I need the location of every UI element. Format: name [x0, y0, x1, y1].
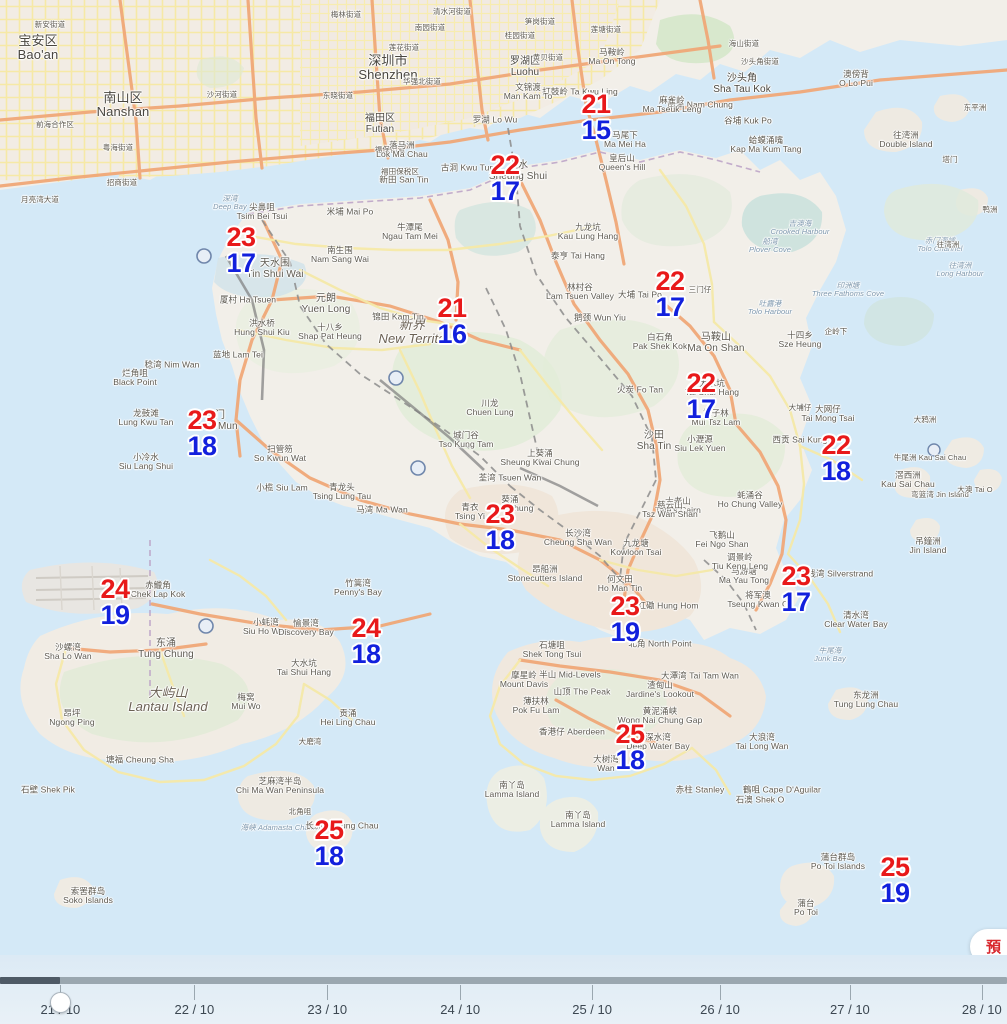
- temperature-high: 23: [226, 221, 256, 252]
- temperature-low: 18: [615, 745, 645, 775]
- slider-date-label[interactable]: 24 / 10: [440, 1002, 481, 1017]
- temperature-low: 19: [880, 878, 910, 908]
- temperature-high: 25: [314, 814, 344, 845]
- temperature-low: 18: [821, 456, 851, 486]
- temperature-marker-cheung-chau[interactable]: 25 18: [314, 814, 344, 871]
- temperature-marker-ho-man-tin[interactable]: 23 19: [610, 590, 640, 647]
- temperature-high: 24: [100, 573, 130, 604]
- temperature-low: 17: [686, 394, 716, 424]
- slider-tick: [592, 985, 594, 1000]
- temperature-high: 23: [781, 560, 811, 591]
- slider-tick: [327, 985, 329, 1000]
- temperature-low: 17: [655, 292, 685, 322]
- temperature-high: 25: [615, 718, 645, 749]
- temperature-marker-tai-po[interactable]: 22 17: [655, 265, 685, 322]
- slider-tick: [194, 985, 196, 1000]
- slider-date-label[interactable]: 27 / 10: [830, 1002, 870, 1017]
- temperature-high: 21: [581, 88, 611, 119]
- temperature-low: 16: [437, 319, 467, 349]
- slider-date-label[interactable]: 22 / 10: [174, 1002, 215, 1017]
- slider-date-label[interactable]: 26 / 10: [700, 1002, 740, 1017]
- forecast-pill-label: 預: [985, 939, 1001, 956]
- temperature-marker-deep-water-bay[interactable]: 25 18: [615, 718, 645, 775]
- temperature-high: 22: [821, 429, 851, 460]
- temperature-marker-discovery-bay[interactable]: 24 18: [351, 612, 381, 669]
- temperature-high: 22: [686, 367, 716, 398]
- temperature-marker-ma-on-shan[interactable]: 22 17: [686, 367, 716, 424]
- slider-track[interactable]: [0, 977, 1007, 984]
- temperature-low: 19: [610, 617, 640, 647]
- temperature-marker-tuen-mun[interactable]: 23 18: [187, 404, 217, 461]
- temperature-marker-clear-water[interactable]: 23 17: [781, 560, 811, 617]
- temperature-low: 17: [490, 176, 520, 206]
- temperature-low: 18: [187, 431, 217, 461]
- temperature-high: 23: [610, 590, 640, 621]
- temperature-marker-kam-tin[interactable]: 21 16: [437, 292, 467, 349]
- temperature-high: 24: [351, 612, 381, 643]
- temperature-low: 17: [781, 587, 811, 617]
- slider-tick: [720, 985, 721, 1000]
- temperature-low: 19: [100, 600, 130, 630]
- temperature-marker-sheung-shui[interactable]: 22 17: [490, 149, 520, 206]
- temperature-high: 23: [187, 404, 217, 435]
- slider-track-wrap[interactable]: [0, 977, 1007, 1013]
- temperature-high: 21: [437, 292, 467, 323]
- temperature-low: 15: [581, 115, 611, 145]
- temperature-marker-ta-kwu-ling[interactable]: 21 15: [581, 88, 611, 145]
- slider-tick: [849, 985, 851, 1000]
- slider-tick: [981, 985, 983, 1000]
- temperature-high: 23: [485, 498, 515, 529]
- temperature-marker-tin-shui-wai[interactable]: 23 17: [226, 221, 256, 278]
- temperature-low: 18: [485, 525, 515, 555]
- temperature-low: 18: [314, 841, 344, 871]
- temperature-low: 18: [351, 639, 381, 669]
- map-base-layer: [0, 0, 1007, 926]
- slider-date-label[interactable]: 23 / 10: [307, 1002, 348, 1017]
- temperature-marker-chek-lap-kok[interactable]: 24 19: [100, 573, 130, 630]
- temperature-marker-po-toi[interactable]: 25 19: [880, 851, 910, 908]
- temperature-high: 25: [880, 851, 910, 882]
- temperature-low: 17: [226, 248, 256, 278]
- temperature-high: 22: [655, 265, 685, 296]
- slider-track-fill: [0, 977, 61, 984]
- temperature-marker-sai-kung[interactable]: 22 18: [821, 429, 851, 486]
- temperature-marker-tsing-yi[interactable]: 23 18: [485, 498, 515, 555]
- slider-handle[interactable]: [49, 992, 71, 1013]
- map-canvas[interactable]: 宝安区 Bao'an 新安街道 南山区 Nanshan 前海合作区 粤海街道 招商街道 沙河街道…: [0, 0, 1007, 955]
- temperature-high: 22: [490, 149, 520, 180]
- slider-date-label[interactable]: 28 / 10: [961, 1002, 1002, 1017]
- slider-tick: [460, 985, 462, 1000]
- slider-date-label[interactable]: 25 / 10: [572, 1002, 612, 1017]
